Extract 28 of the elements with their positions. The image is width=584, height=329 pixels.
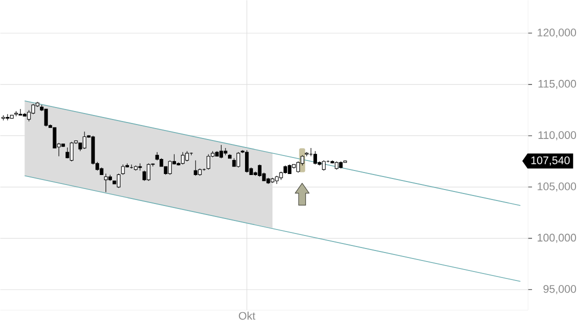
candlestick [121,164,125,175]
candlestick [288,164,292,174]
candlestick [44,108,48,127]
candlestick [322,160,326,171]
candlestick [104,173,108,192]
candlestick [6,114,10,121]
y-tick-label: 95,000 [544,285,576,294]
y-tick-label: 120,000 [538,28,576,38]
candlestick [313,150,318,165]
candlestick [185,150,189,162]
x-tick-label: Okt [238,312,256,320]
candlestick [224,148,228,156]
candlestick [245,150,249,173]
y-tick-label: 105,000 [538,182,576,192]
candlestick [138,163,142,171]
candlestick [168,160,172,175]
candlestick [52,127,56,148]
y-tick-label: 110,000 [538,131,576,140]
y-tick-label: 100,000 [538,234,576,243]
candlestick [206,154,210,170]
candlestick [146,163,150,182]
candlestick [82,131,86,150]
candlestick [116,173,120,188]
candlestick [219,144,224,159]
y-tick-label: 115,000 [538,80,576,89]
candlestick [180,152,185,165]
candlestick [194,160,198,176]
text: 107,540 [531,156,570,166]
